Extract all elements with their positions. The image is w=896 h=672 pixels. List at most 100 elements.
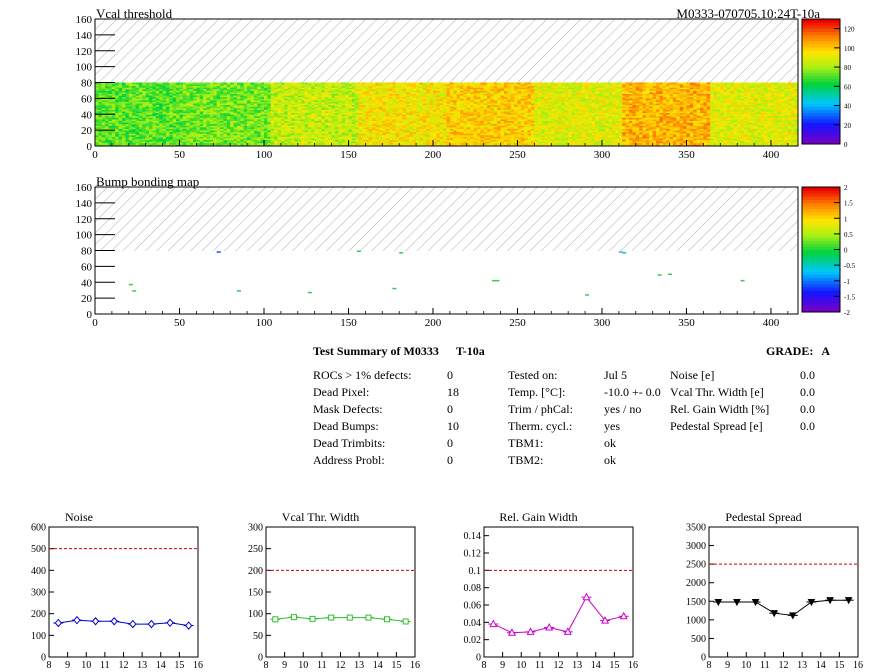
heatmap-cell xyxy=(358,115,363,118)
heatmap-cell xyxy=(338,144,343,147)
heatmap-cell xyxy=(304,112,309,115)
heatmap-cell xyxy=(334,109,339,112)
heatmap-cell xyxy=(429,104,434,107)
heatmap-cell xyxy=(240,141,245,144)
heatmap-cell xyxy=(483,87,488,90)
heatmap-cell xyxy=(240,133,245,136)
heatmap-cell xyxy=(514,142,518,145)
heatmap-cell xyxy=(186,95,191,98)
heatmap-cell xyxy=(514,133,518,136)
heatmap-cell xyxy=(314,88,319,91)
heatmap-cell xyxy=(378,138,383,141)
heatmap-cell xyxy=(429,141,434,144)
heatmap-cell xyxy=(179,136,184,139)
heatmap-cell xyxy=(456,123,461,126)
heatmap-cell xyxy=(152,112,157,115)
heatmap-cell xyxy=(439,126,444,129)
heatmap-cell xyxy=(446,90,451,93)
heatmap-cell xyxy=(199,123,204,126)
heatmap-cell xyxy=(432,131,437,134)
heatmap-cell xyxy=(257,120,262,123)
heatmap-cell xyxy=(395,104,400,107)
heatmap-cell xyxy=(115,95,120,98)
heatmap-cell xyxy=(138,101,143,104)
heatmap-cell xyxy=(385,99,390,102)
heatmap-cell xyxy=(149,90,153,93)
heatmap-cell xyxy=(331,138,336,141)
heatmap-cell xyxy=(101,112,106,115)
heatmap-cell xyxy=(267,99,272,102)
heatmap-cell xyxy=(419,111,424,114)
heatmap-cell xyxy=(382,106,387,109)
heatmap-cell xyxy=(318,87,322,90)
heatmap-cell xyxy=(351,93,356,96)
heatmap-cell xyxy=(483,123,488,126)
heatmap-cell xyxy=(226,90,231,93)
heatmap-cell xyxy=(149,115,153,118)
heatmap-cell xyxy=(149,122,153,125)
heatmap-cell xyxy=(446,122,451,125)
heatmap-cell xyxy=(331,109,336,112)
heatmap-cell xyxy=(321,109,326,112)
heatmap-cell xyxy=(419,141,424,144)
heatmap-cell xyxy=(304,114,309,117)
heatmap-cell xyxy=(189,85,194,88)
heatmap-cell xyxy=(274,85,278,88)
heatmap-cell xyxy=(186,96,191,99)
heatmap-cell xyxy=(443,107,447,110)
heatmap-cell xyxy=(193,133,197,136)
heatmap-cell xyxy=(233,142,238,145)
heatmap-cell xyxy=(463,117,468,120)
heatmap-cell xyxy=(466,84,471,87)
heatmap-cell xyxy=(321,125,326,128)
heatmap-cell xyxy=(497,128,501,131)
heatmap-cell xyxy=(432,98,437,101)
heatmap-cell xyxy=(449,125,454,128)
heatmap-cell xyxy=(250,109,255,112)
heatmap-cell xyxy=(105,120,109,123)
heatmap-cell xyxy=(345,144,349,147)
heatmap-cell xyxy=(149,126,153,129)
heatmap-cell xyxy=(382,104,387,107)
heatmap-cell xyxy=(209,141,214,144)
heatmap-cell xyxy=(115,107,120,110)
heatmap-cell xyxy=(284,133,289,136)
heatmap-cell xyxy=(466,93,471,96)
heatmap-cell xyxy=(338,87,343,90)
heatmap-cell xyxy=(466,112,471,115)
heatmap-cell xyxy=(389,107,393,110)
heatmap-cell xyxy=(453,125,458,128)
heatmap-cell xyxy=(172,107,177,110)
heatmap-cell xyxy=(507,103,512,106)
heatmap-cell xyxy=(307,98,312,101)
heatmap-cell xyxy=(250,101,255,104)
heatmap-cell xyxy=(432,103,437,106)
heatmap-cell xyxy=(247,87,251,90)
heatmap-cell xyxy=(311,93,316,96)
heatmap-cell xyxy=(510,114,515,117)
heatmap-cell xyxy=(368,131,373,134)
heatmap-cell xyxy=(111,130,116,133)
heatmap-cell xyxy=(138,130,143,133)
heatmap-cell xyxy=(138,136,143,139)
heatmap-cell xyxy=(382,139,387,142)
heatmap-cell xyxy=(395,119,400,121)
heatmap-cell xyxy=(176,117,180,120)
heatmap-cell xyxy=(480,141,485,144)
heatmap-cell xyxy=(348,98,353,101)
heatmap-cell xyxy=(132,88,136,91)
heatmap-cell xyxy=(111,103,116,106)
heatmap-cell xyxy=(493,141,498,144)
heatmap-cell xyxy=(162,87,167,90)
heatmap-cell xyxy=(145,88,150,91)
heatmap-cell xyxy=(328,87,332,90)
heatmap-cell xyxy=(500,144,505,147)
heatmap-cell xyxy=(375,103,380,106)
heatmap-cell xyxy=(165,99,170,102)
heatmap-cell xyxy=(324,126,329,129)
heatmap-cell xyxy=(503,123,508,126)
heatmap-cell xyxy=(115,98,120,101)
heatmap-cell xyxy=(493,134,498,137)
heatmap-cell xyxy=(507,139,512,142)
heatmap-cell xyxy=(105,106,109,109)
